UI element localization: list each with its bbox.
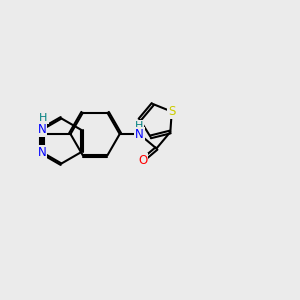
- Text: H: H: [135, 121, 143, 130]
- Text: N: N: [38, 146, 46, 159]
- Text: S: S: [168, 105, 176, 118]
- Text: N: N: [38, 123, 46, 136]
- Text: O: O: [138, 154, 147, 166]
- Text: H: H: [39, 113, 48, 123]
- Text: N: N: [135, 128, 144, 140]
